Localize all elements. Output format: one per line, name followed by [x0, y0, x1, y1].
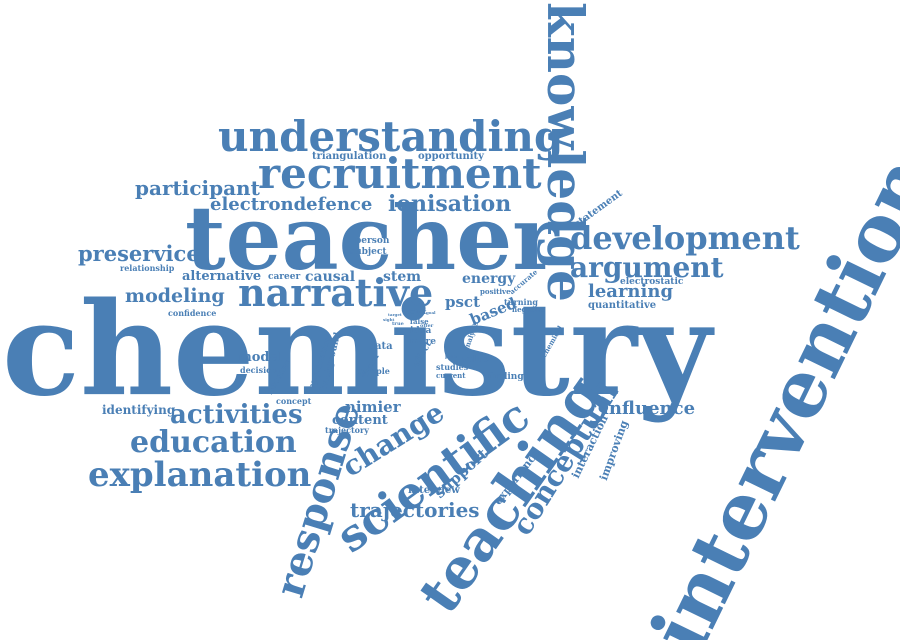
word-psct: psct — [445, 293, 480, 311]
word-confidence: confidence — [168, 308, 217, 318]
word-trajectories: trajectories — [350, 498, 480, 522]
word-more: more — [410, 337, 436, 347]
word-negative: negative — [512, 305, 546, 314]
word-person: person — [355, 236, 390, 246]
word-electrondefence: electrondefence — [210, 194, 373, 215]
word-trajectory: trajectory — [325, 425, 369, 435]
word-studies: studies — [436, 362, 469, 372]
word-chemistry: chemistry — [2, 275, 712, 425]
word-turning: turning — [504, 297, 538, 307]
word-alternative: alternative — [182, 269, 262, 284]
word-understanding: understanding — [218, 112, 564, 161]
word-model: model — [238, 350, 283, 365]
word-education: education — [130, 425, 297, 460]
word-career: career — [268, 272, 301, 282]
word-influence: influence — [602, 398, 696, 419]
word-learning: learning — [588, 281, 674, 302]
word-value: value — [462, 355, 489, 365]
word-current: current — [436, 371, 466, 380]
word-relationship: relationship — [120, 263, 175, 273]
word-argument: argument — [570, 251, 724, 284]
word-triangulation: triangulation — [312, 151, 387, 162]
word-modeling: modeling — [125, 285, 225, 307]
word-offer: offer — [420, 323, 434, 329]
word-stem: stem — [383, 269, 422, 285]
word-point: point — [406, 307, 427, 316]
word-true: true — [392, 321, 404, 327]
word-electrostatic: electrostatic — [620, 277, 684, 287]
word-concept: concept — [276, 396, 312, 406]
word-data: data — [368, 341, 393, 352]
word-recruitment: recruitment — [258, 149, 542, 198]
word-goal: goal — [426, 310, 436, 315]
word-explanation: explanation — [88, 455, 312, 495]
word-participant: participant — [135, 176, 260, 200]
word-preservice: preservice — [78, 241, 200, 266]
word-finding: finding — [488, 372, 524, 382]
word-development: development — [570, 219, 800, 257]
word-energy: energy — [462, 271, 516, 287]
word-target: target — [388, 312, 402, 317]
word-prior: prior — [445, 354, 459, 360]
word-identifying: identifying — [102, 403, 176, 417]
word-ionisation: ionisation — [388, 191, 512, 217]
word-positive: positive — [480, 287, 511, 296]
word-idea: idea — [410, 326, 432, 336]
word-opportunity: opportunity — [418, 151, 484, 162]
word-content: content — [332, 413, 388, 428]
word-teacher: teacher — [185, 186, 559, 290]
word-quantitative: quantitative — [588, 300, 657, 311]
word-subject: subject — [350, 247, 387, 257]
word-narrative: narrative — [238, 270, 434, 315]
word-interview: interview — [408, 485, 460, 496]
word-sight: sight — [383, 317, 395, 322]
word-activities: activities — [170, 400, 303, 430]
word-sample: sample — [358, 366, 390, 376]
word-false: false — [410, 317, 429, 326]
word-nimier: nimier — [345, 398, 401, 416]
word-decision: decision — [240, 365, 278, 375]
word-causal: causal — [305, 269, 356, 285]
